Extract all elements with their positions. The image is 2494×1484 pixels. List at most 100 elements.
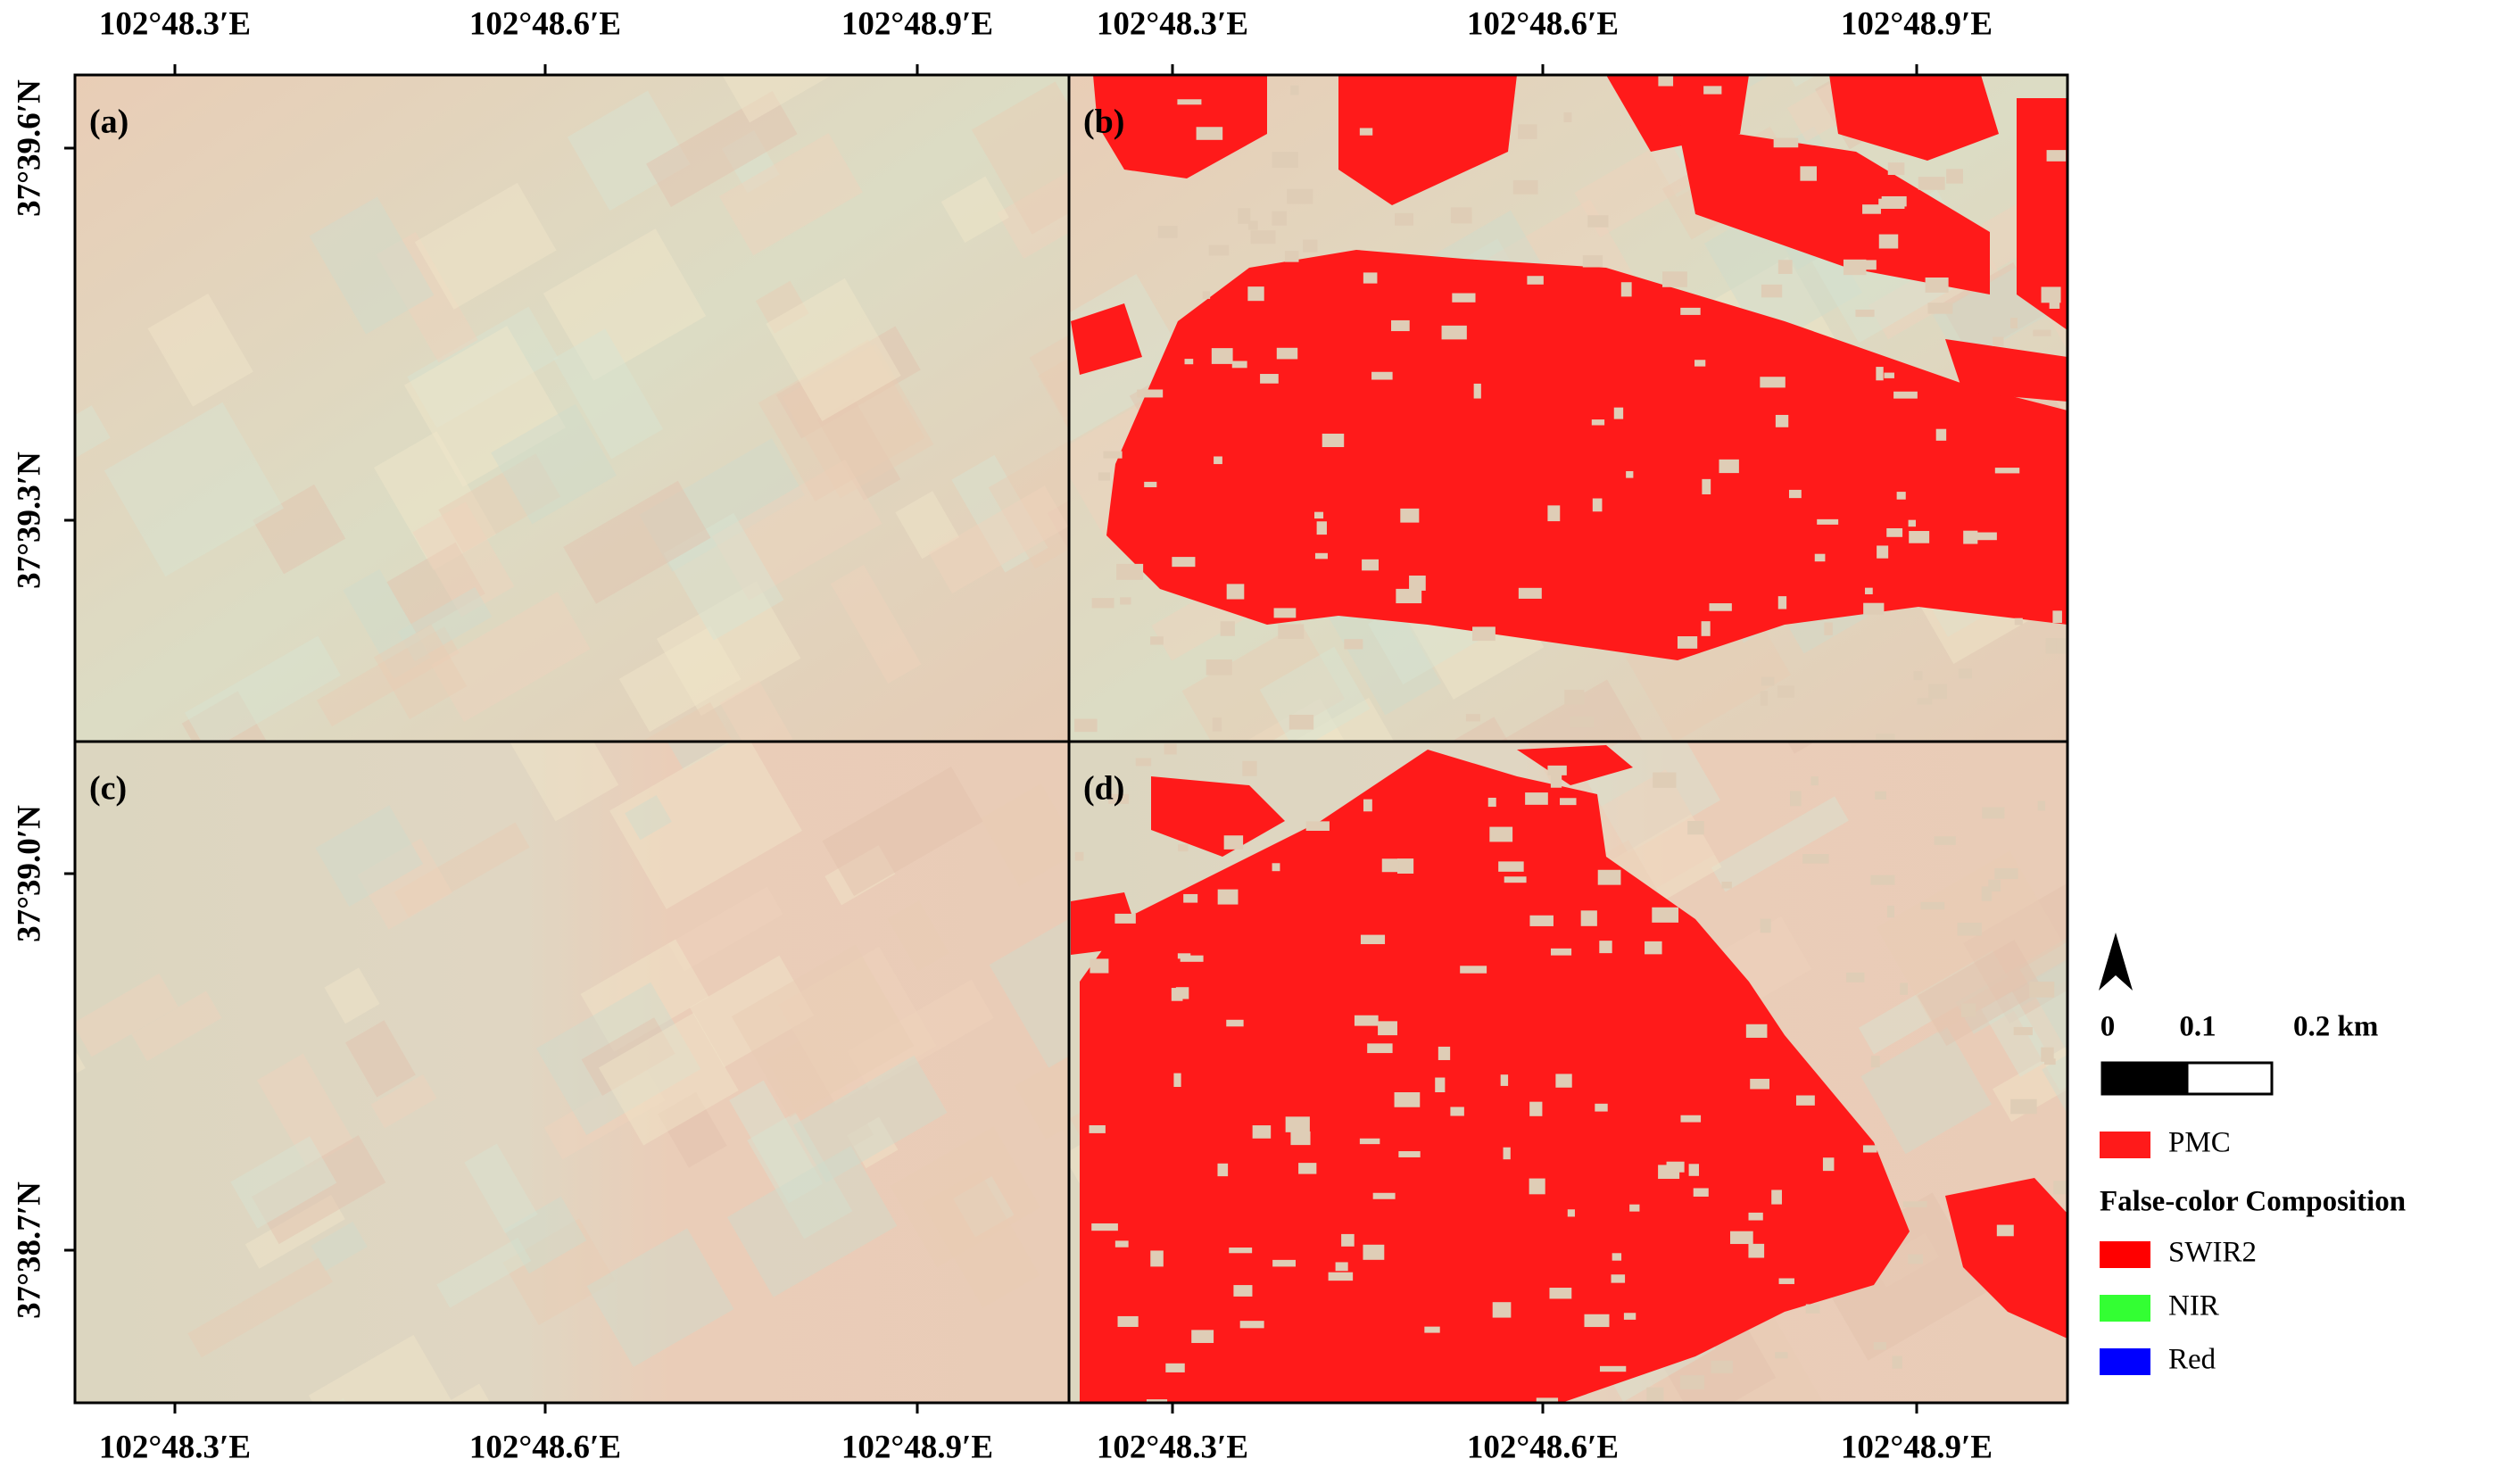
field-patch (755, 280, 809, 334)
field-patch (253, 484, 346, 575)
gap (1994, 468, 2020, 474)
gap (1582, 255, 1603, 268)
gap (1775, 414, 1789, 427)
gap (1988, 879, 2001, 892)
field-patch (763, 1138, 850, 1250)
field-patch (181, 691, 288, 742)
pmc-mask (1071, 75, 2067, 660)
gap (1173, 1073, 1181, 1088)
field-patch (147, 293, 253, 407)
gap (1613, 407, 1624, 419)
frame (73, 73, 2069, 1405)
field-patch (316, 626, 460, 727)
field-patch (650, 742, 746, 770)
gap (1547, 505, 1561, 522)
gap (1892, 1355, 1902, 1369)
gap (1599, 1365, 1627, 1372)
field-patch (343, 568, 431, 679)
gap (1611, 1274, 1626, 1283)
gap (1108, 793, 1130, 804)
field-patch (722, 130, 780, 194)
gap (1090, 958, 1109, 974)
gap (1775, 1352, 1788, 1359)
gap (1529, 915, 1554, 926)
gap (1790, 791, 1802, 807)
gap (1878, 198, 1905, 209)
gap (1564, 689, 1585, 705)
gap (1322, 433, 1345, 448)
gap (1810, 775, 1819, 786)
gap (1492, 1302, 1512, 1318)
gap (1900, 982, 1909, 995)
field-patch (1337, 1424, 1441, 1484)
texture-group (75, 742, 1069, 1403)
field-patch (1038, 350, 1069, 443)
gap (1680, 1115, 1702, 1123)
gap (1177, 99, 1202, 105)
gap (1165, 1363, 1185, 1372)
gap (1473, 383, 1481, 399)
gap (1745, 1024, 1768, 1038)
gap (1863, 602, 1885, 615)
gap (1260, 374, 1279, 384)
y-tick-label: 37°39.3′N (11, 452, 47, 589)
field-patch (711, 459, 882, 601)
gap (1771, 1190, 1782, 1205)
field-patch (830, 564, 922, 684)
gap (1703, 86, 1722, 95)
field-patch (586, 1228, 734, 1367)
field-patch (1724, 0, 1832, 74)
x-tick-label: 102°48.6′E (1467, 1429, 1619, 1465)
gap-group (1074, 743, 2067, 1403)
gap (1344, 639, 1363, 650)
gap (1855, 309, 1875, 318)
field-patch (543, 228, 707, 381)
field-patch (502, 1218, 616, 1326)
field-patch (775, 326, 921, 439)
gap (1164, 743, 1177, 755)
field-patch (563, 480, 711, 604)
field-patch (503, 1196, 587, 1274)
gap (1135, 758, 1152, 767)
gap (1226, 1019, 1244, 1027)
gap (1957, 922, 1982, 936)
gap (1372, 1192, 1396, 1199)
gap (2014, 618, 2023, 626)
field-patch (1955, 938, 2067, 1034)
gap (1527, 276, 1544, 285)
gap (1550, 775, 1562, 788)
field-patch (436, 1237, 532, 1308)
gap (1074, 851, 1084, 861)
legend-swatch (2100, 1295, 2150, 1322)
gap (1802, 854, 1829, 864)
gap (1394, 1092, 1421, 1107)
field-patch (847, 979, 994, 1090)
gap (1620, 282, 1632, 297)
gap (2037, 800, 2046, 811)
gap (1288, 714, 1314, 730)
gap (1206, 659, 1232, 676)
gap (1396, 588, 1422, 604)
scale-label: 0.2 km (2293, 1011, 2378, 1043)
gap (1175, 987, 1189, 999)
gap (1183, 893, 1198, 903)
gap (1884, 372, 1894, 378)
field-patch (951, 454, 1048, 573)
gap (1994, 867, 2018, 880)
gap (2045, 637, 2057, 654)
gap (1290, 1131, 1311, 1146)
gap (1247, 286, 1264, 302)
scale-label: 0.1 (2179, 1011, 2216, 1043)
gap (1693, 1188, 1709, 1197)
gap (2029, 982, 2055, 998)
x-tick-label: 102°48.6′E (469, 1429, 621, 1465)
gap (1450, 1107, 1464, 1116)
field-patch (663, 512, 784, 641)
gap (1599, 941, 1612, 954)
gap (1305, 821, 1330, 832)
field-patch (1181, 622, 1346, 742)
field-patch (793, 1055, 948, 1183)
gap (1875, 791, 1886, 800)
field-patch (1711, 796, 1849, 892)
